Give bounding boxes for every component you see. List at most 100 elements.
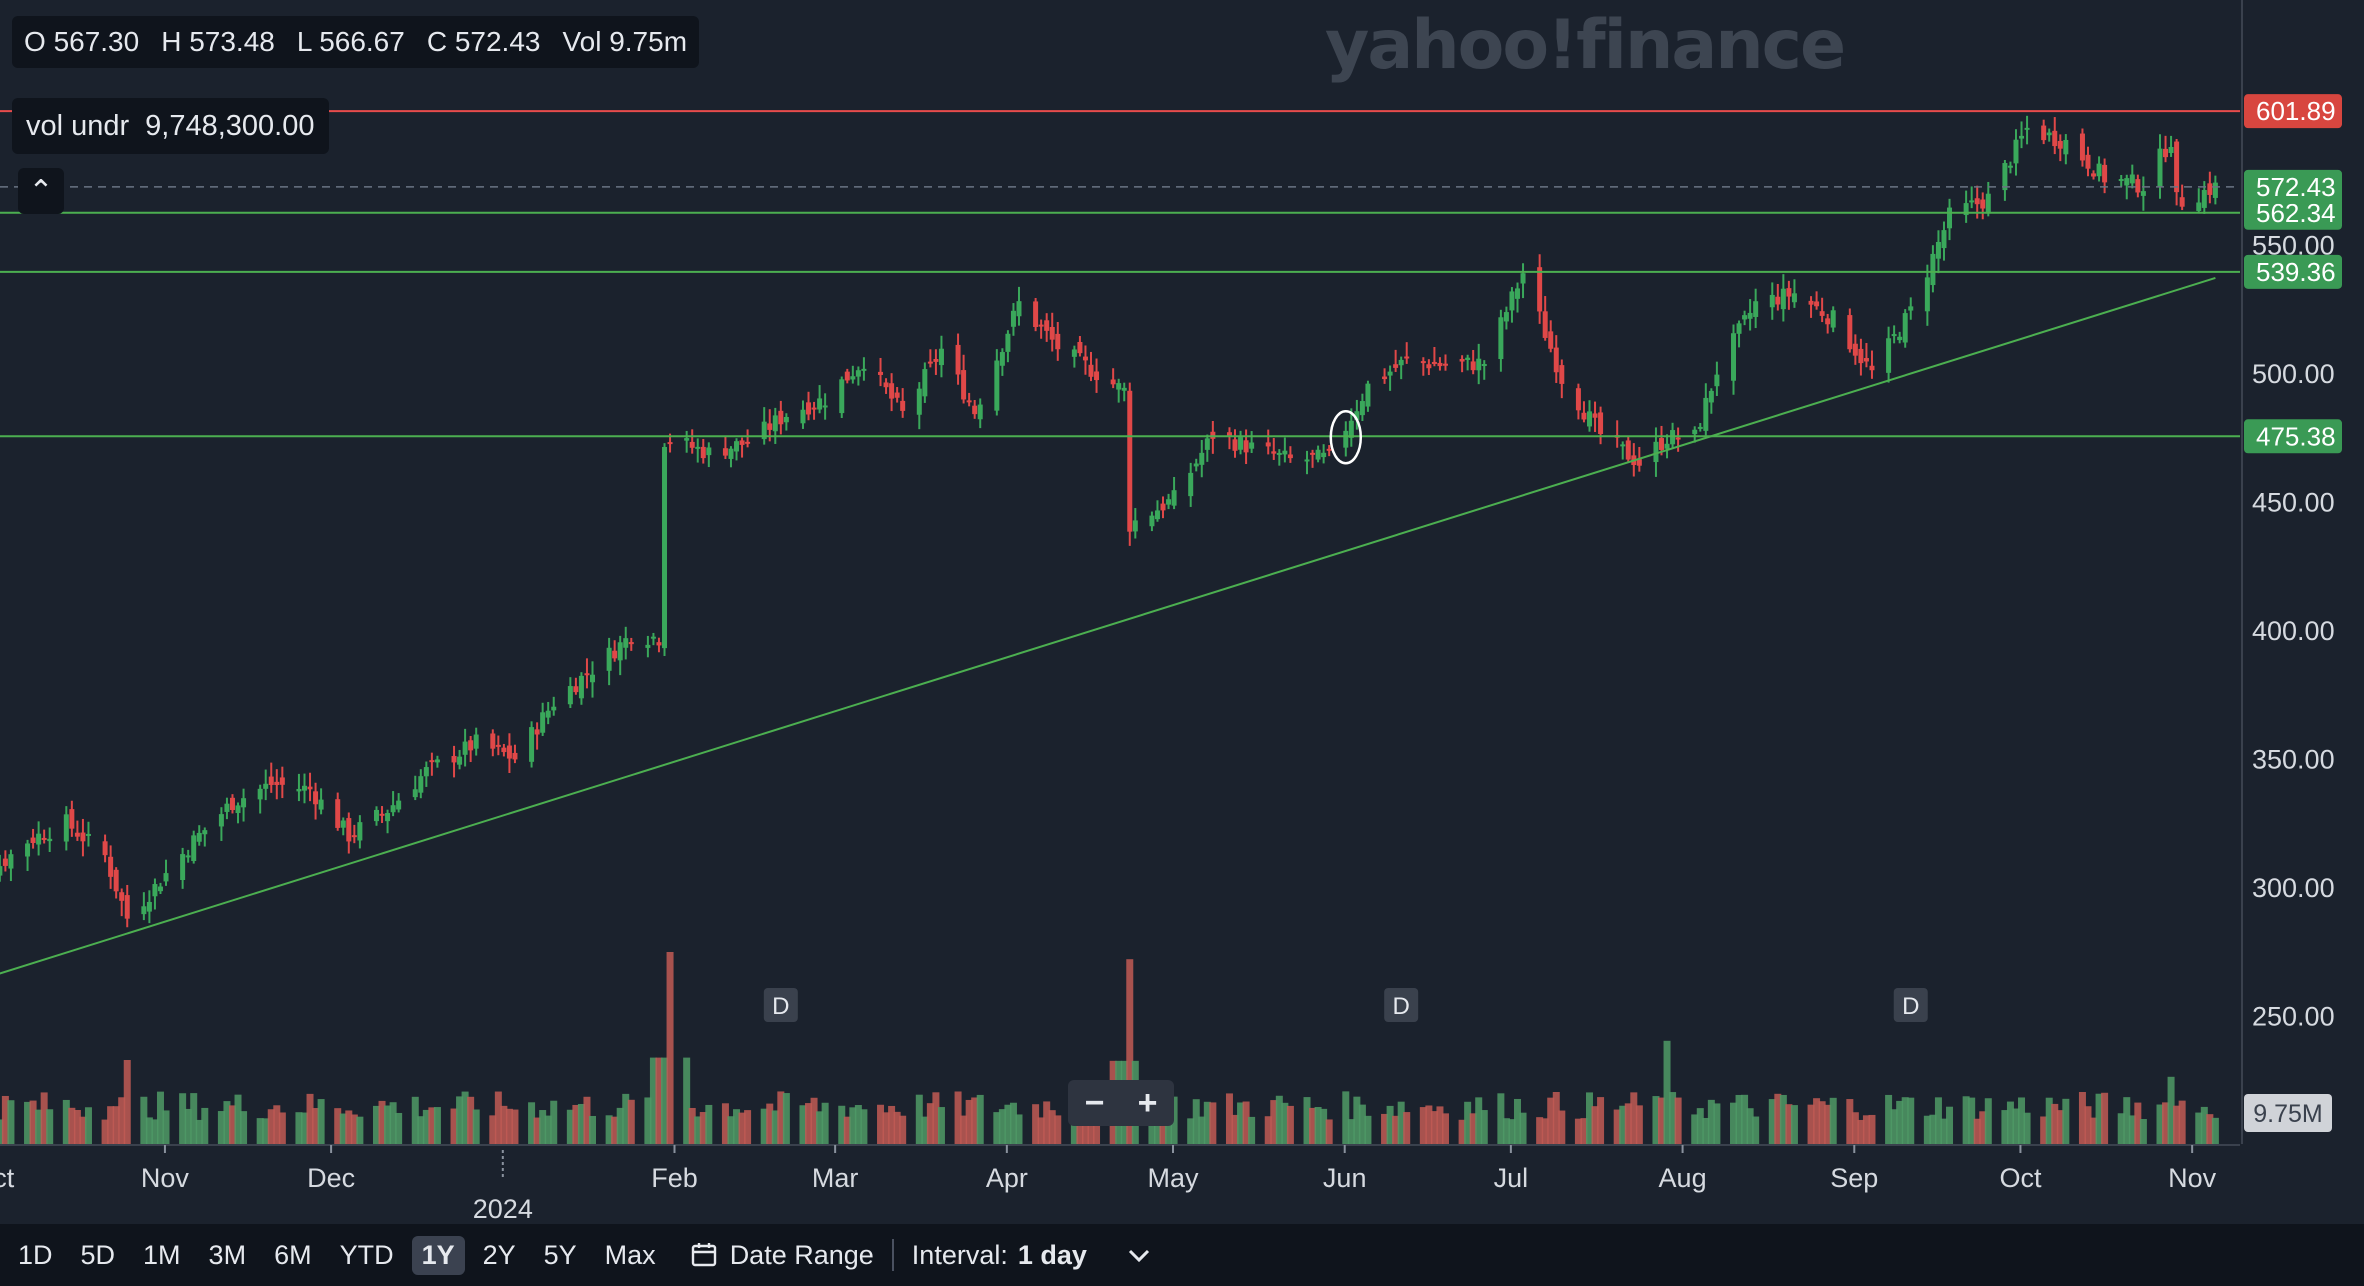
range-button-5d[interactable]: 5D bbox=[80, 1239, 116, 1270]
volume-bar bbox=[118, 1097, 126, 1144]
volume-bar bbox=[84, 1107, 92, 1144]
candle-body bbox=[662, 446, 668, 649]
zoom-out-button[interactable]: − bbox=[1084, 1083, 1105, 1122]
volume-bar bbox=[1552, 1091, 1560, 1144]
candle-body bbox=[74, 832, 80, 837]
chevron-down-icon[interactable] bbox=[1127, 1240, 1151, 1271]
x-tick-label: Sep bbox=[1830, 1163, 1878, 1193]
zoom-in-button[interactable]: + bbox=[1137, 1083, 1158, 1122]
volume-bar bbox=[461, 1091, 469, 1144]
candle-body bbox=[2041, 125, 2047, 141]
candle-body bbox=[218, 814, 224, 827]
candle-body bbox=[1265, 442, 1271, 447]
candle-body bbox=[396, 800, 402, 810]
date-range-button[interactable]: Date Range bbox=[729, 1239, 874, 1270]
candle-body bbox=[2201, 190, 2207, 208]
candle-body bbox=[2019, 135, 2025, 139]
price-tick-label: 500.00 bbox=[2252, 359, 2335, 389]
volume-bar bbox=[300, 1112, 308, 1144]
candle-body bbox=[1814, 301, 1820, 307]
candle-body bbox=[2135, 179, 2141, 193]
volume-bar bbox=[1126, 959, 1134, 1144]
interval-select[interactable]: 1 day bbox=[1017, 1239, 1087, 1270]
candle-body bbox=[1343, 430, 1349, 448]
zoom-control: − + bbox=[1068, 1080, 1174, 1126]
candle-body bbox=[2168, 147, 2174, 153]
candle-body bbox=[1426, 364, 1432, 369]
candle-body bbox=[1055, 333, 1061, 350]
volume-bar bbox=[849, 1107, 857, 1144]
volume-bar bbox=[1397, 1101, 1405, 1144]
volume-bar bbox=[1004, 1104, 1012, 1144]
volume-bar bbox=[1885, 1094, 1893, 1144]
volume-bar bbox=[605, 1115, 613, 1144]
volume-underlay-readout[interactable]: vol undr 9,748,300.00 bbox=[12, 98, 329, 154]
volume-badge-label: 9.75M bbox=[2253, 1100, 2322, 1128]
candle-body bbox=[1304, 459, 1310, 462]
candle-body bbox=[335, 799, 341, 828]
volume-bar bbox=[345, 1110, 353, 1144]
volume-bar bbox=[2173, 1105, 2181, 1144]
candle-body bbox=[473, 734, 479, 749]
volume-bar bbox=[1203, 1101, 1211, 1144]
volume-bar bbox=[544, 1115, 552, 1144]
volume-bar bbox=[882, 1112, 890, 1144]
volume-bar bbox=[854, 1105, 862, 1144]
volume-bar bbox=[1658, 1097, 1665, 1144]
volume-bar bbox=[644, 1097, 652, 1144]
volume-bar bbox=[1585, 1092, 1593, 1144]
candle-body bbox=[1238, 437, 1244, 450]
candle-body bbox=[2096, 163, 2102, 177]
volume-bar bbox=[1813, 1098, 1821, 1144]
candle-body bbox=[1005, 333, 1011, 352]
candle-body bbox=[1963, 203, 1969, 216]
candle-body bbox=[468, 740, 474, 751]
volume-bar bbox=[1419, 1107, 1427, 1144]
volume-bar bbox=[1674, 1097, 1682, 1144]
collapse-chevron-icon[interactable]: ⌃ bbox=[18, 168, 64, 214]
candle-body bbox=[1354, 411, 1360, 421]
range-button-ytd[interactable]: YTD bbox=[339, 1239, 394, 1270]
volume-bar bbox=[334, 1108, 342, 1144]
range-button-6m[interactable]: 6M bbox=[274, 1239, 312, 1270]
volume-bar bbox=[1320, 1108, 1328, 1144]
range-button-1y[interactable]: 1Y bbox=[411, 1235, 465, 1275]
volume-bar bbox=[1901, 1097, 1909, 1144]
candle-body bbox=[1731, 333, 1737, 381]
candle-body bbox=[495, 744, 501, 747]
candle-body bbox=[124, 895, 130, 919]
calendar-icon[interactable] bbox=[690, 1241, 718, 1269]
candle-body bbox=[584, 673, 590, 676]
range-button-2y[interactable]: 2Y bbox=[482, 1239, 516, 1270]
candle-body bbox=[2052, 130, 2058, 147]
volume-bar bbox=[223, 1101, 231, 1144]
volume-bar bbox=[683, 1057, 691, 1144]
price-tick-label: 350.00 bbox=[2252, 745, 2335, 775]
candle-body bbox=[1974, 198, 1980, 205]
yahoo-finance-logo: yahoo!finance bbox=[1325, 6, 1846, 85]
candle-body bbox=[1514, 288, 1520, 299]
volume-bar bbox=[1790, 1105, 1798, 1144]
volume-bar bbox=[378, 1100, 386, 1144]
candle-body bbox=[1985, 193, 1991, 214]
volume-bar bbox=[195, 1119, 203, 1144]
x-tick-label: Oct bbox=[1999, 1163, 2042, 1193]
candle-body bbox=[2163, 148, 2169, 158]
volume-bar bbox=[627, 1099, 635, 1144]
candle-body bbox=[2174, 141, 2180, 193]
candle-body bbox=[1154, 510, 1160, 520]
candle-body bbox=[1127, 390, 1133, 532]
x-tick-label: Jun bbox=[1323, 1163, 1367, 1193]
volume-bar bbox=[356, 1116, 364, 1144]
volume-bar bbox=[1392, 1115, 1400, 1144]
stock-chart[interactable]: 650.00550.00500.00450.00400.00350.00300.… bbox=[0, 0, 2364, 1224]
x-tick-label: Mar bbox=[812, 1163, 859, 1193]
range-button-max[interactable]: Max bbox=[604, 1239, 656, 1270]
range-button-1d[interactable]: 1D bbox=[18, 1239, 53, 1270]
range-button-3m[interactable]: 3M bbox=[208, 1239, 247, 1270]
range-button-1m[interactable]: 1M bbox=[143, 1239, 181, 1270]
range-button-5y[interactable]: 5Y bbox=[543, 1239, 577, 1270]
volume-bar bbox=[1652, 1096, 1660, 1144]
volume-bar bbox=[960, 1115, 968, 1144]
candle-body bbox=[878, 371, 884, 375]
